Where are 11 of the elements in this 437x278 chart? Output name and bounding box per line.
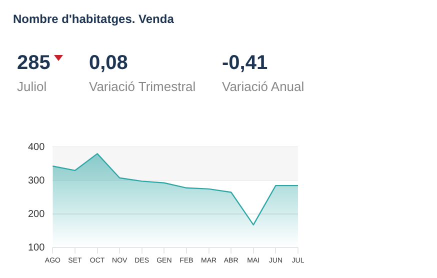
text: Juliol — [17, 79, 47, 94]
text: Variació Trimestral — [89, 79, 196, 94]
text: 285 — [17, 52, 52, 75]
chart-title: Nombre d'habitatges. Venda — [13, 11, 175, 27]
y-tick-label: 300 — [28, 175, 46, 186]
y-tick-label: 200 — [28, 208, 46, 220]
y-tick-label: 100 — [28, 242, 46, 254]
text: -0,41 — [222, 52, 268, 75]
text: 0,08 — [89, 52, 128, 75]
y-tick-label: 400 — [28, 142, 46, 153]
text: Variació Anual — [222, 79, 304, 94]
